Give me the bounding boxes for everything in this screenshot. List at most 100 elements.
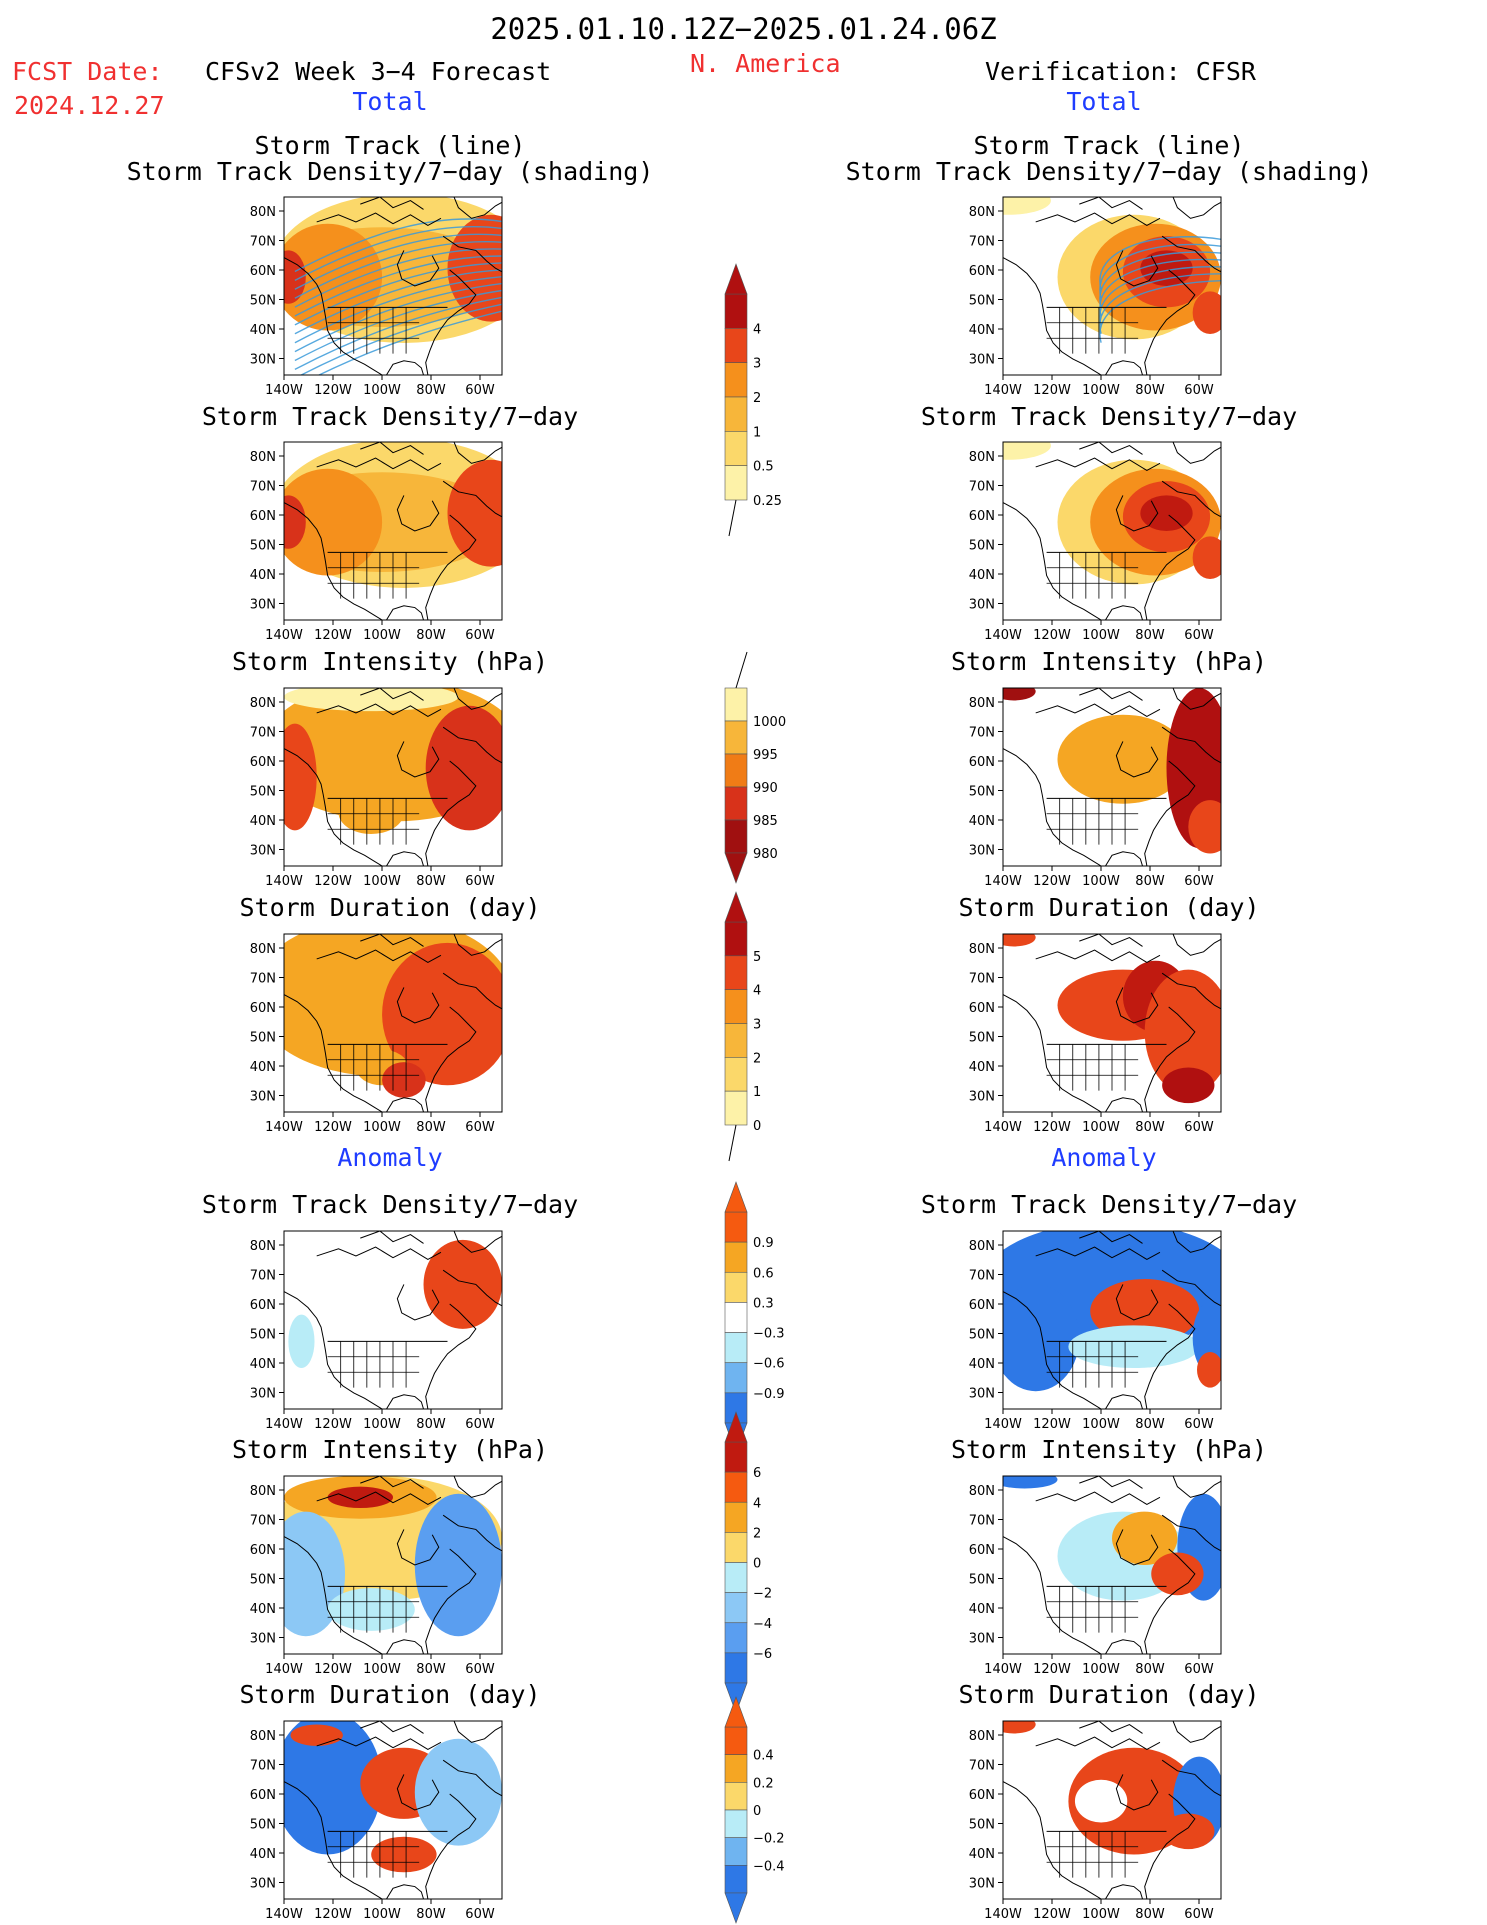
lon-tick-label: 100W — [363, 1907, 401, 1922]
lon-tick-label: 100W — [363, 1662, 401, 1677]
lat-tick-label: 60N — [250, 1788, 276, 1803]
lon-tick-label: 100W — [363, 383, 401, 398]
lon-tick-label: 60W — [1184, 1907, 1214, 1922]
model-title: CFSv2 Week 3−4 Forecast — [205, 57, 552, 86]
lat-tick-label: 80N — [250, 942, 276, 957]
lat-tick-label: 60N — [969, 1001, 995, 1016]
colorbar-label: 0.4 — [753, 1749, 774, 1764]
fc-panel3-title: Storm Intensity (hPa) — [231, 647, 549, 676]
lon-tick-label: 80W — [416, 383, 446, 398]
period-title: 2025.01.10.12Z−2025.01.24.06Z — [490, 12, 997, 46]
lat-tick-label: 80N — [969, 205, 995, 220]
lat-tick-label: 40N — [250, 323, 276, 338]
lat-tick-label: 40N — [969, 323, 995, 338]
colorbar-label: 4 — [753, 984, 761, 999]
lat-tick-label: 80N — [969, 1239, 995, 1254]
lon-tick-label: 120W — [314, 1120, 352, 1135]
colorbar-label: −6 — [753, 1647, 772, 1662]
lat-tick-label: 80N — [250, 1484, 276, 1499]
colorbar-3: 5 4 3 2 1 0 — [724, 891, 761, 1162]
lat-tick-label: 40N — [250, 814, 276, 829]
lat-tick-label: 60N — [250, 1001, 276, 1016]
lat-tick-label: 80N — [250, 696, 276, 711]
lat-tick-label: 40N — [250, 1847, 276, 1862]
anomaly-label-verification: Anomaly — [1051, 1143, 1157, 1172]
lat-tick-label: 30N — [250, 1632, 276, 1647]
lat-tick-label: 30N — [969, 1632, 995, 1647]
lon-tick-label: 60W — [465, 1120, 495, 1135]
lon-tick-label: 140W — [984, 1417, 1022, 1432]
colorbar-1: 4 3 2 1 0.5 0.25 — [724, 263, 782, 537]
lat-tick-label: 50N — [969, 1328, 995, 1343]
lon-tick-label: 120W — [1033, 383, 1071, 398]
colorbar-label: 990 — [753, 781, 778, 796]
colorbar-label: 985 — [753, 814, 778, 829]
lat-tick-label: 50N — [250, 1818, 276, 1833]
lat-tick-label: 70N — [969, 1514, 995, 1529]
lat-tick-label: 40N — [250, 1357, 276, 1372]
lat-tick-label: 30N — [250, 353, 276, 368]
verification-map-3: 80N 70N 60N 50N 40N 30N 140W 120W 100W 80W 60W — [969, 687, 1222, 889]
colorbar-label: 0.9 — [753, 1236, 774, 1251]
colorbar-label: 4 — [753, 322, 761, 337]
lon-tick-label: 120W — [314, 1907, 352, 1922]
lat-tick-label: 50N — [250, 1573, 276, 1588]
lon-tick-label: 60W — [1184, 1417, 1214, 1432]
verification-map-7: 80N 70N 60N 50N 40N 30N 140W 120W 100W 80W 60W — [969, 1720, 1222, 1922]
forecast-map-4: 80N 70N 60N 50N 40N 30N 140W 120W 100W 80W 60W — [250, 933, 503, 1135]
lon-tick-label: 60W — [465, 874, 495, 889]
colorbar-4: 0.9 0.6 0.3 −0.3 −0.6 −0.9 — [724, 1181, 785, 1454]
lon-tick-label: 60W — [465, 1662, 495, 1677]
lon-tick-label: 120W — [314, 1662, 352, 1677]
lat-tick-label: 30N — [250, 1387, 276, 1402]
lon-tick-label: 60W — [1184, 383, 1214, 398]
vf-panel3-title: Storm Intensity (hPa) — [950, 647, 1268, 676]
lon-tick-label: 140W — [984, 1662, 1022, 1677]
fc-panel7-title: Storm Duration (day) — [239, 1680, 541, 1709]
colorbar-label: −0.6 — [753, 1357, 785, 1372]
lat-tick-label: 60N — [250, 509, 276, 524]
colorbar-5: 6 4 2 0 −2 −4 −6 — [724, 1411, 772, 1714]
verification-map-6: 80N 70N 60N 50N 40N 30N 140W 120W 100W 80W 60W — [969, 1475, 1222, 1677]
lat-tick-label: 60N — [969, 509, 995, 524]
lat-tick-label: 50N — [969, 539, 995, 554]
vf-panel4-title: Storm Duration (day) — [958, 893, 1260, 922]
colorbar-label: 0.6 — [753, 1266, 774, 1281]
lat-tick-label: 50N — [250, 539, 276, 554]
colorbar-label: −4 — [753, 1617, 772, 1632]
lat-tick-label: 70N — [250, 972, 276, 987]
lat-tick-label: 40N — [250, 1060, 276, 1075]
lon-tick-label: 100W — [1082, 874, 1120, 889]
lat-tick-label: 80N — [250, 450, 276, 465]
vf-panel1-subtitle: Storm Track Density/7−day (shading) — [845, 157, 1373, 186]
colorbar-label: −0.4 — [753, 1859, 785, 1874]
lon-tick-label: 120W — [1033, 1120, 1071, 1135]
lon-tick-label: 100W — [1082, 383, 1120, 398]
colorbar-label: 0.3 — [753, 1296, 774, 1311]
lat-tick-label: 40N — [969, 814, 995, 829]
region-title: N. America — [690, 49, 841, 78]
lat-tick-label: 30N — [969, 1090, 995, 1105]
lat-tick-label: 50N — [969, 785, 995, 800]
lat-tick-label: 50N — [250, 785, 276, 800]
lon-tick-label: 140W — [265, 628, 303, 643]
colorbar-label: 995 — [753, 748, 778, 763]
lat-tick-label: 70N — [969, 480, 995, 495]
lat-tick-label: 70N — [969, 235, 995, 250]
lat-tick-label: 30N — [969, 598, 995, 613]
lat-tick-label: 50N — [969, 1573, 995, 1588]
lat-tick-label: 60N — [969, 1298, 995, 1313]
vf-panel1-title: Storm Track (line) — [973, 131, 1245, 160]
lon-tick-label: 60W — [1184, 1120, 1214, 1135]
lon-tick-label: 60W — [1184, 874, 1214, 889]
lat-tick-label: 30N — [969, 1387, 995, 1402]
lon-tick-label: 120W — [314, 874, 352, 889]
colorbar-label: 5 — [753, 950, 761, 965]
lat-tick-label: 30N — [969, 353, 995, 368]
lat-tick-label: 30N — [250, 1877, 276, 1892]
lon-tick-label: 80W — [1135, 383, 1165, 398]
lat-tick-label: 50N — [250, 1328, 276, 1343]
lat-tick-label: 80N — [250, 205, 276, 220]
lon-tick-label: 100W — [1082, 1120, 1120, 1135]
lat-tick-label: 50N — [969, 294, 995, 309]
